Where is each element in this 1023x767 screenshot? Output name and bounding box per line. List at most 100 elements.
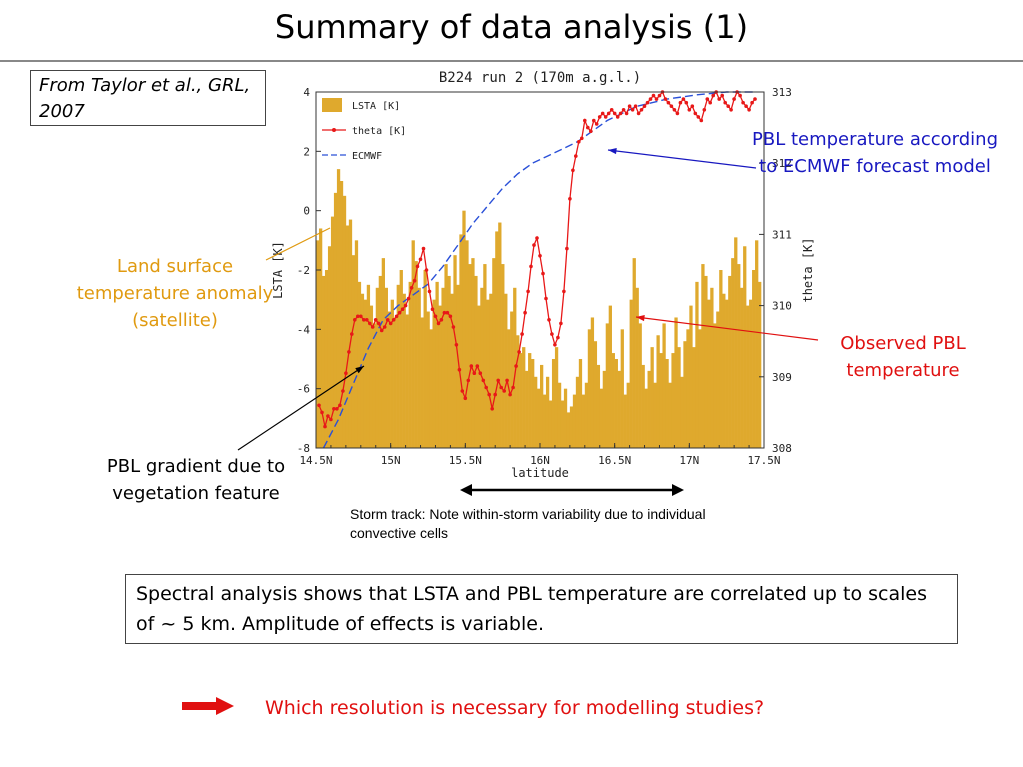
theta-point — [705, 97, 710, 101]
lsta-bar — [749, 299, 753, 448]
theta-point — [523, 310, 527, 315]
theta-point — [729, 108, 733, 112]
lsta-bar — [623, 394, 627, 448]
lsta-bar — [653, 382, 657, 448]
lsta-bar — [366, 284, 371, 448]
lsta-bar — [465, 240, 469, 448]
summary-box: Spectral analysis shows that LSTA and PB… — [125, 574, 958, 644]
theta-point — [326, 414, 330, 418]
theta-point — [675, 111, 680, 116]
y2-tick-label: 310 — [772, 300, 792, 313]
lsta-bar — [545, 376, 550, 448]
theta-point — [657, 93, 662, 98]
y2-tick-label: 308 — [772, 442, 792, 455]
theta-point — [317, 403, 321, 408]
theta-point — [630, 108, 635, 112]
lsta-bar — [617, 370, 621, 448]
theta-point — [544, 296, 548, 301]
lsta-bar — [516, 335, 520, 448]
lsta-bar — [381, 258, 385, 448]
theta-point — [711, 93, 715, 98]
lsta-bar — [492, 258, 496, 448]
theta-point — [445, 310, 450, 315]
lsta-bar — [423, 270, 427, 448]
lsta-bar — [456, 284, 460, 448]
theta-point — [514, 364, 518, 368]
theta-point — [412, 278, 417, 283]
lsta-bar — [375, 287, 380, 448]
x-tick-label: 16.5N — [598, 454, 631, 467]
theta-point — [320, 410, 324, 415]
legend-swatch-lsta — [322, 98, 342, 112]
theta-point — [687, 108, 692, 112]
theta-point — [666, 100, 671, 105]
theta-point — [672, 108, 677, 112]
lsta-bar — [713, 323, 717, 448]
theta-point — [517, 350, 521, 354]
theta-point — [708, 100, 712, 105]
lsta-bar — [644, 388, 648, 448]
theta-point — [693, 111, 698, 116]
lsta-bar — [707, 299, 711, 448]
y-tick-label: -6 — [297, 383, 310, 396]
theta-point — [368, 321, 372, 326]
question-arrow-shaft — [182, 702, 218, 710]
lsta-bar — [755, 240, 759, 448]
theta-point — [550, 332, 554, 336]
theta-point — [496, 378, 501, 383]
lsta-bar — [710, 287, 714, 448]
theta-point — [493, 392, 498, 397]
lsta-bar — [551, 359, 556, 448]
theta-point — [559, 321, 563, 326]
lsta-bar — [737, 264, 741, 448]
lsta-bar — [698, 329, 702, 448]
question-text: Which resolution is necessary for modell… — [265, 697, 765, 719]
theta-point — [484, 385, 489, 390]
gradient-pointer-head — [355, 366, 364, 374]
theta-point — [365, 318, 369, 322]
lsta-bar — [668, 382, 672, 448]
question-arrow-head — [216, 697, 234, 715]
lsta-bar — [336, 169, 341, 448]
lsta-bar — [578, 359, 583, 448]
y-tick-label: 4 — [303, 86, 310, 99]
land-surface-pointer — [265, 227, 331, 261]
theta-point — [403, 303, 408, 308]
lsta-bar — [390, 299, 394, 448]
theta-point — [618, 111, 623, 116]
theta-point — [376, 321, 381, 326]
lsta-bar — [686, 329, 690, 448]
theta-point — [603, 115, 608, 119]
theta-point — [568, 197, 572, 201]
ecmwf-pointer-line — [607, 149, 757, 169]
theta-point — [720, 93, 724, 98]
lsta-bar — [635, 287, 639, 448]
lsta-bar — [411, 240, 415, 448]
lsta-bar — [435, 281, 439, 448]
lsta-bar — [339, 181, 344, 448]
ecmwf-note: PBL temperature according to ECMWF forec… — [752, 129, 998, 177]
theta-point — [511, 385, 515, 390]
theta-point — [353, 318, 357, 322]
lsta-bar — [402, 293, 406, 448]
lsta-bar — [752, 270, 756, 448]
theta-point — [747, 108, 751, 112]
theta-point — [732, 97, 736, 101]
x-tick-label: 14.5N — [299, 454, 332, 467]
lsta-bar — [480, 287, 484, 448]
theta-point — [651, 93, 656, 98]
theta-point — [415, 264, 420, 269]
lsta-bar — [683, 341, 687, 448]
lsta-bar — [677, 347, 681, 448]
lsta-bar — [537, 388, 541, 448]
theta-point — [350, 332, 354, 336]
theta-point — [574, 154, 578, 158]
legend-marker-theta — [332, 128, 336, 132]
lsta-bar — [525, 370, 529, 448]
lsta-bar — [620, 329, 624, 448]
lsta-bar — [444, 264, 448, 448]
theta-point — [669, 104, 674, 108]
lsta-bar — [557, 382, 562, 448]
lsta-bar — [504, 293, 508, 448]
lsta-bar — [426, 311, 430, 448]
